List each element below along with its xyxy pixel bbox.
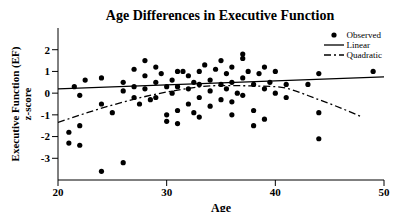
html-text:Age Differences in Executive F: Age Differences in Executive Function <box>105 8 335 23</box>
svg-text:Age: Age <box>211 201 232 212</box>
svg-text:30: 30 <box>161 186 173 198</box>
svg-text:-2: -2 <box>41 130 51 142</box>
svg-text:40: 40 <box>270 186 282 198</box>
html-text:Linear: Linear <box>346 40 370 50</box>
svg-text:-1: -1 <box>41 109 50 121</box>
html-text:Executive Function (EF) z-scor: Executive Function (EF) z-score <box>9 46 33 162</box>
svg-text:2: 2 <box>45 44 51 56</box>
html-text:Observed: Observed <box>346 30 381 40</box>
html-text:Quadratic: Quadratic <box>346 50 382 60</box>
svg-text:-3: -3 <box>41 152 51 164</box>
svg-text:0: 0 <box>45 87 51 99</box>
svg-text:20: 20 <box>53 186 65 198</box>
svg-text:50: 50 <box>379 186 391 198</box>
svg-text:1: 1 <box>45 65 51 77</box>
